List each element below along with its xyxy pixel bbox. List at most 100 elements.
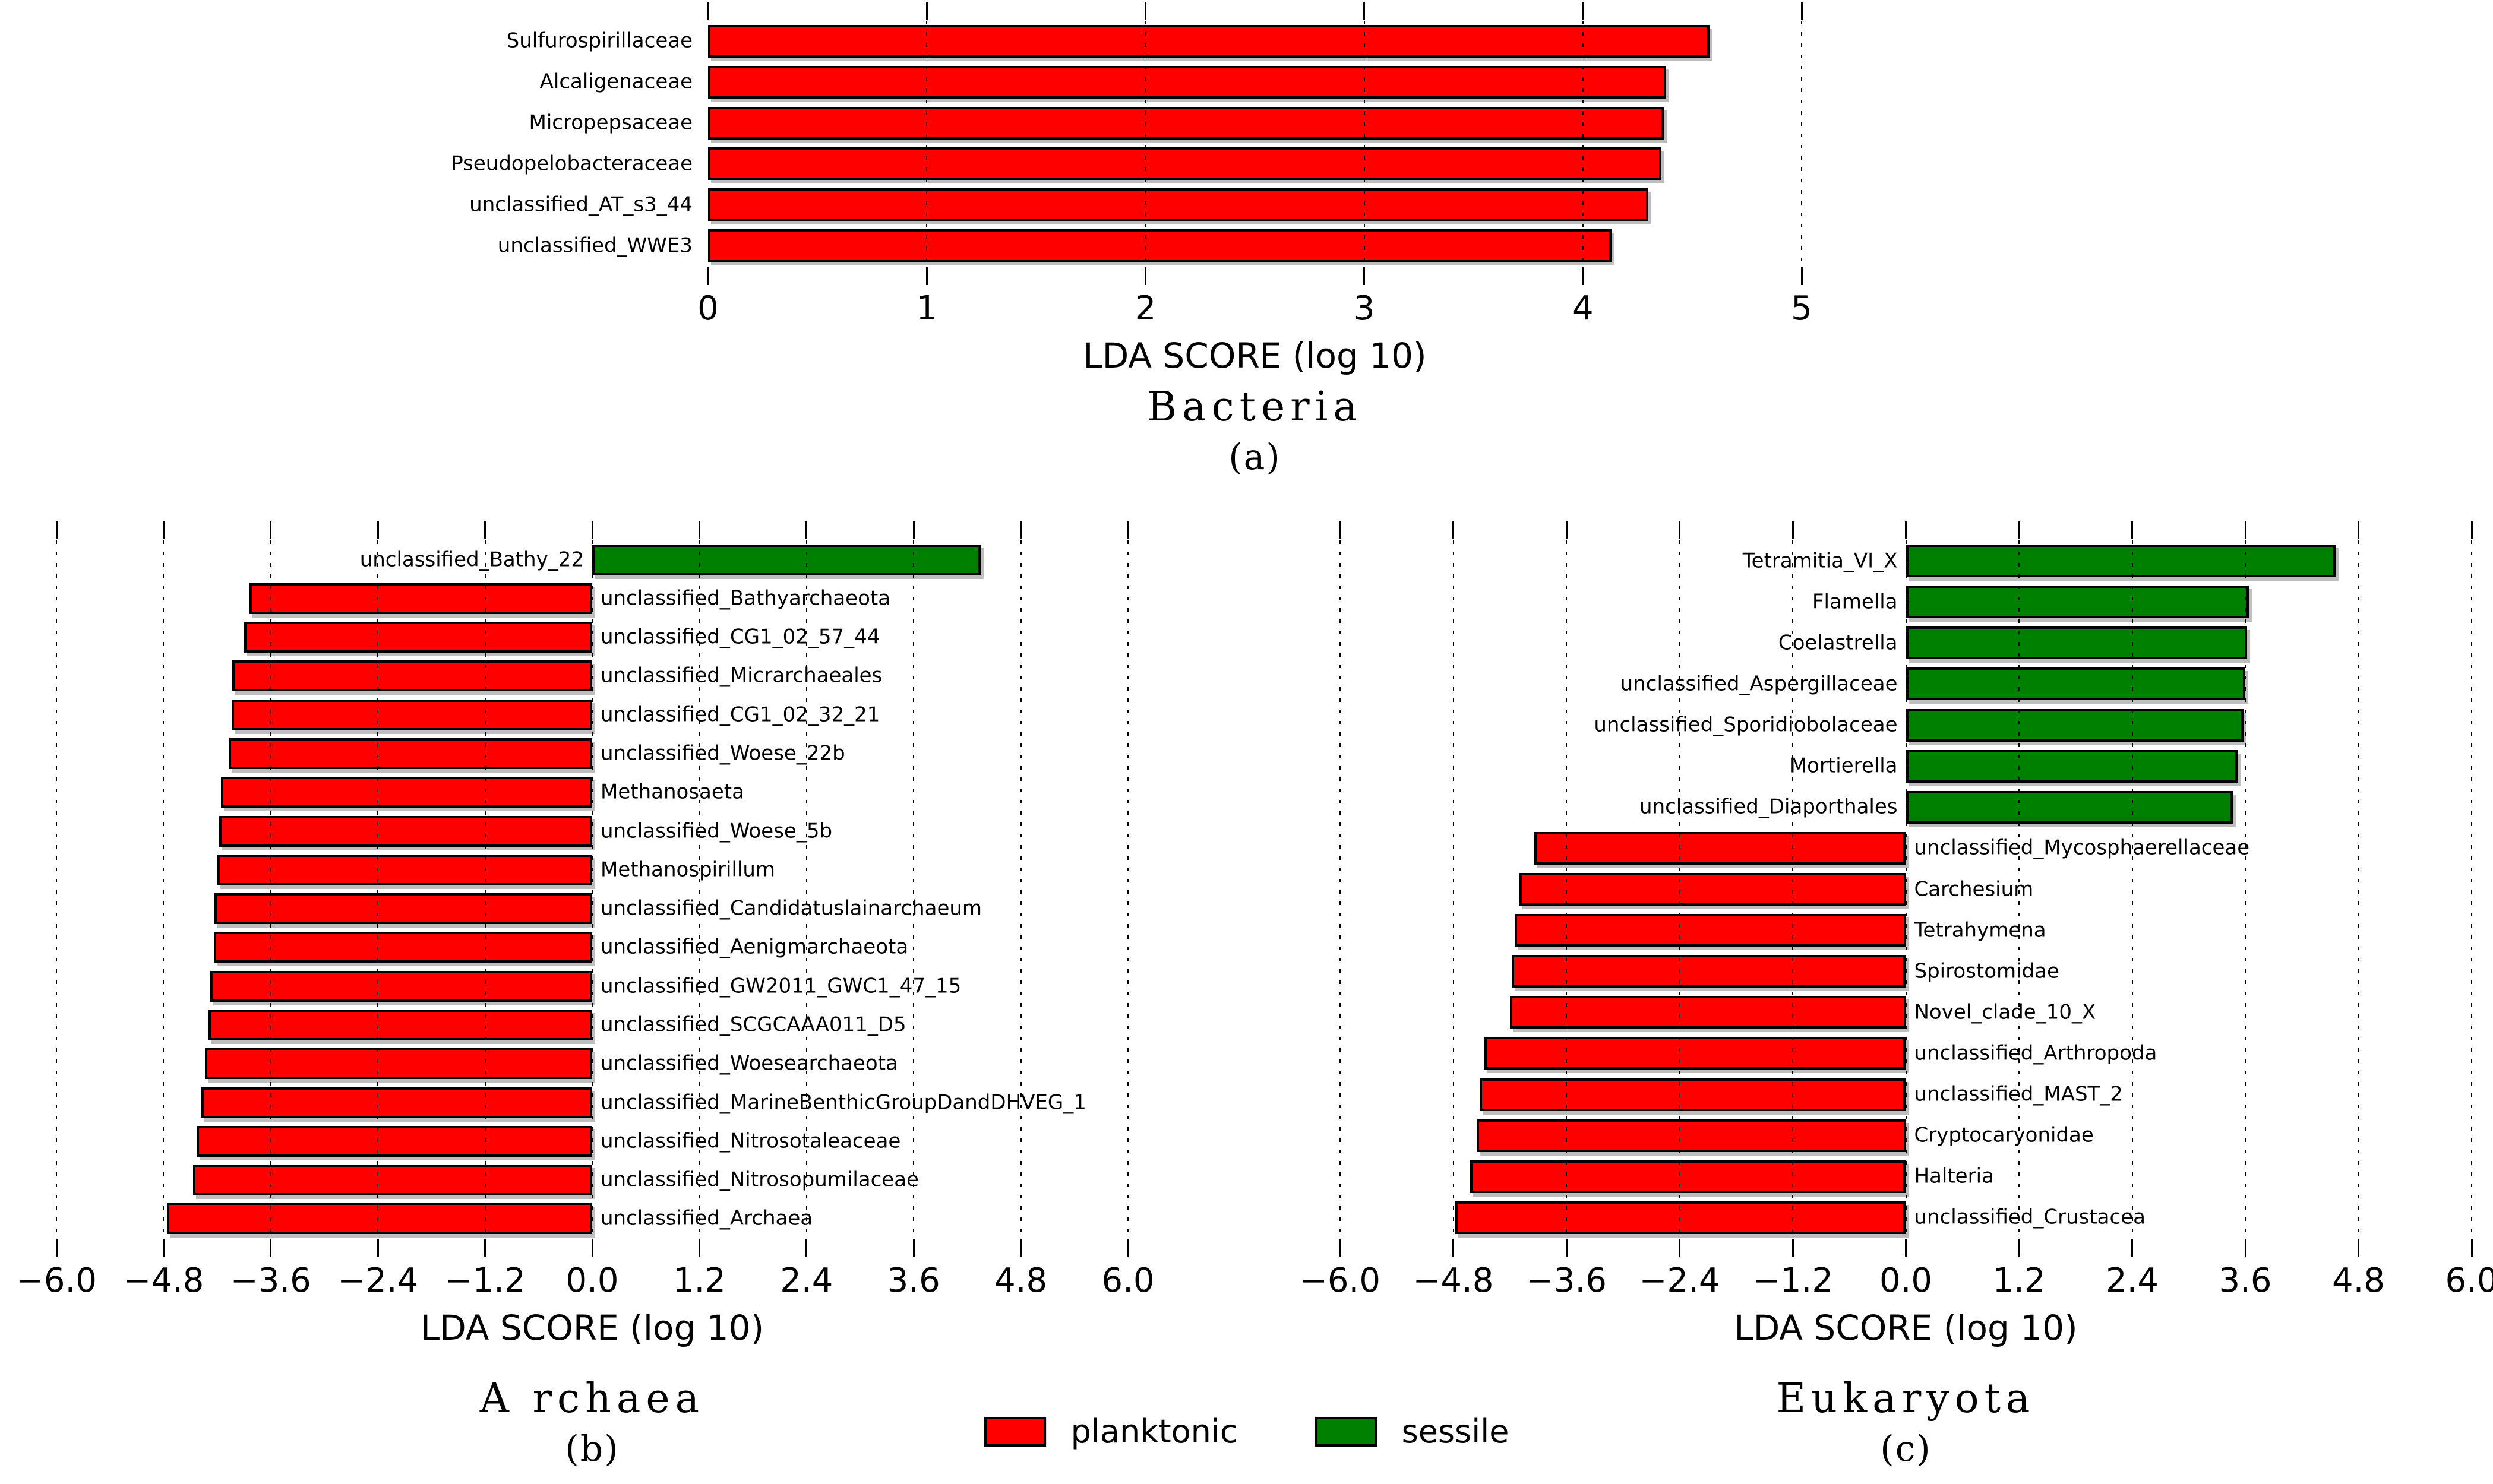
bar-label-Novel_clade_10_X: Novel_clade_10_X	[1914, 1000, 2096, 1024]
legend-item-planktonic: planktonic	[984, 1416, 1238, 1448]
x-tick-label-1.2: 1.2	[1992, 1261, 2046, 1300]
bar-label-Micropepsaceae: Micropepsaceae	[529, 110, 693, 135]
bar-Alcaligenaceae	[708, 65, 1666, 99]
bar-Novel_clade_10_X	[1509, 996, 1906, 1029]
gridline-2	[1145, 21, 1146, 266]
bar-unclassified_Woesearchaeota	[204, 1048, 592, 1080]
bar-label-Mortierella: Mortierella	[1789, 754, 1898, 778]
x-tick-bottom-0	[707, 267, 709, 285]
chart-archaea-plot: unclassified_Bathy_22 unclassified_Bathya…	[16, 521, 1155, 1298]
gridline-6	[1127, 540, 1129, 1238]
x-tick-bottom-−4.8	[162, 1239, 165, 1257]
bar-Tetrahymena	[1514, 914, 1906, 947]
bar-unclassified_WWE3	[708, 229, 1612, 262]
x-tick-bottom-3	[1363, 267, 1366, 285]
x-tick-bottom-−3.6	[270, 1239, 272, 1257]
x-tick-bottom-0.0	[1905, 1239, 1907, 1257]
x-tick-label-0.0: 0.0	[565, 1261, 619, 1300]
bar-Pseudopelobacteraceae	[708, 147, 1662, 181]
bar-Cryptocaryonidae	[1477, 1119, 1906, 1152]
gridline-3.6	[2245, 540, 2246, 1238]
x-tick-top-−3.6	[1565, 521, 1568, 539]
bar-label-unclassified_CG1_02_57_44: unclassified_CG1_02_57_44	[601, 625, 880, 649]
x-tick-label-−2.4: −2.4	[1639, 1261, 1720, 1300]
x-tick-bottom-3.6	[912, 1239, 915, 1257]
bar-label-Coelastrella: Coelastrella	[1778, 631, 1898, 655]
x-tick-top-1.2	[698, 521, 700, 539]
gridline-6	[2471, 540, 2472, 1238]
bar-label-unclassified_Crustacea: unclassified_Crustacea	[1914, 1205, 2146, 1229]
bar-Sulfurospirillaceae	[708, 24, 1710, 58]
bar-label-unclassified_Mycosphaerellaceae: unclassified_Mycosphaerellaceae	[1914, 836, 2250, 860]
x-tick-top-3.6	[912, 521, 915, 539]
bar-label-Alcaligenaceae: Alcaligenaceae	[539, 69, 693, 94]
x-tick-top-−4.8	[162, 521, 165, 539]
bar-Spirostomidae	[1511, 955, 1906, 988]
gridline-1	[926, 21, 928, 266]
x-tick-top-4.8	[1020, 521, 1022, 539]
gridline-0	[1905, 540, 1907, 1238]
bar-unclassified_GW2011_GWC1_47_15	[210, 970, 592, 1002]
bar-label-unclassified_Arthropoda: unclassified_Arthropoda	[1914, 1041, 2157, 1065]
gridline-0	[592, 540, 593, 1238]
x-tick-label-−1.2: −1.2	[444, 1261, 526, 1300]
x-tick-top-2.4	[805, 521, 808, 539]
bar-unclassified_CG1_02_32_21	[231, 699, 592, 730]
x-tick-label-−4.8: −4.8	[123, 1261, 204, 1300]
caption-title: A rchaea	[479, 1375, 705, 1422]
x-tick-bottom-−6.0	[55, 1239, 58, 1257]
x-tick-label-0.0: 0.0	[1879, 1261, 1933, 1300]
x-tick-label-2.4: 2.4	[2105, 1261, 2159, 1300]
x-tick-label-−3.6: −3.6	[1526, 1261, 1607, 1300]
x-tick-label-3.6: 3.6	[887, 1261, 940, 1300]
x-tick-bottom-−1.2	[1791, 1239, 1794, 1257]
x-tick-label-6.0: 6.0	[2445, 1261, 2493, 1300]
x-tick-bottom-4.8	[2358, 1239, 2359, 1257]
x-tick-bottom-2	[1144, 267, 1146, 285]
caption-panel-letter: (b)	[565, 1428, 620, 1470]
gridline-5	[1801, 21, 1802, 266]
gridline-3.6	[913, 540, 915, 1238]
x-tick-bottom-4	[1582, 267, 1584, 285]
bar-label-Tetrahymena: Tetrahymena	[1914, 917, 2046, 942]
x-tick-top-−2.4	[377, 521, 379, 539]
bar-unclassified_CG1_02_57_44	[244, 622, 592, 653]
bar-unclassified_Woese_22b	[229, 738, 592, 770]
x-tick-top-0	[707, 2, 709, 20]
bar-label-unclassified_SCGCAAA011_D5: unclassified_SCGCAAA011_D5	[601, 1012, 906, 1037]
chart-eukaryota-plot: Tetramitia_VI_X Flamella Coelastrella uncla…	[1300, 521, 2493, 1298]
gridline--3.6	[270, 540, 271, 1238]
x-axis-title-bacteria: LDA SCORE (log 10)	[1083, 336, 1427, 376]
bar-Tetramitia_VI_X	[1906, 545, 2336, 578]
gridline--3.6	[1566, 540, 1567, 1238]
x-tick-top-6.0	[2470, 521, 2473, 539]
bar-label-Spirostomidae: Spirostomidae	[1914, 959, 2059, 983]
bar-label-unclassified_Nitrosotaleaceae: unclassified_Nitrosotaleaceae	[601, 1129, 901, 1153]
x-tick-top-−6.0	[1339, 521, 1341, 539]
x-tick-top-1.2	[2018, 521, 2020, 539]
bar-Halteria	[1470, 1160, 1906, 1193]
x-tick-bottom-2.4	[805, 1239, 808, 1257]
x-tick-label-4.8: 4.8	[2331, 1261, 2385, 1300]
x-tick-top-−4.8	[1452, 521, 1454, 539]
bar-unclassified_Micrarchaeales	[232, 660, 592, 692]
caption-bacteria: Bacteria (a)	[708, 387, 1802, 478]
caption-eukaryota: Eukaryota (c)	[1340, 1379, 2472, 1467]
bar-unclassified_Arthropoda	[1484, 1037, 1906, 1070]
gridline--6	[1339, 540, 1341, 1238]
bar-label-unclassified_Aspergillaceae: unclassified_Aspergillaceae	[1620, 672, 1898, 696]
bar-unclassified_Candidatuslainarchaeum	[214, 893, 592, 925]
gridline--1.2	[1792, 540, 1793, 1238]
bar-label-Pseudopelobacteraceae: Pseudopelobacteraceae	[451, 151, 693, 176]
x-tick-bottom-1	[925, 267, 928, 285]
bar-unclassified_AT_s3_44	[708, 188, 1649, 222]
x-tick-top-−2.4	[1679, 521, 1680, 539]
x-tick-top-−3.6	[270, 521, 272, 539]
caption-panel-letter: (a)	[1228, 436, 1281, 478]
bar-label-unclassified_Archaea: unclassified_Archaea	[601, 1206, 813, 1230]
bar-label-Methanospirillum: Methanospirillum	[601, 858, 776, 882]
x-tick-label-−1.2: −1.2	[1752, 1261, 1833, 1300]
x-tick-label-6.0: 6.0	[1101, 1261, 1155, 1300]
x-tick-bottom-−1.2	[484, 1239, 486, 1257]
